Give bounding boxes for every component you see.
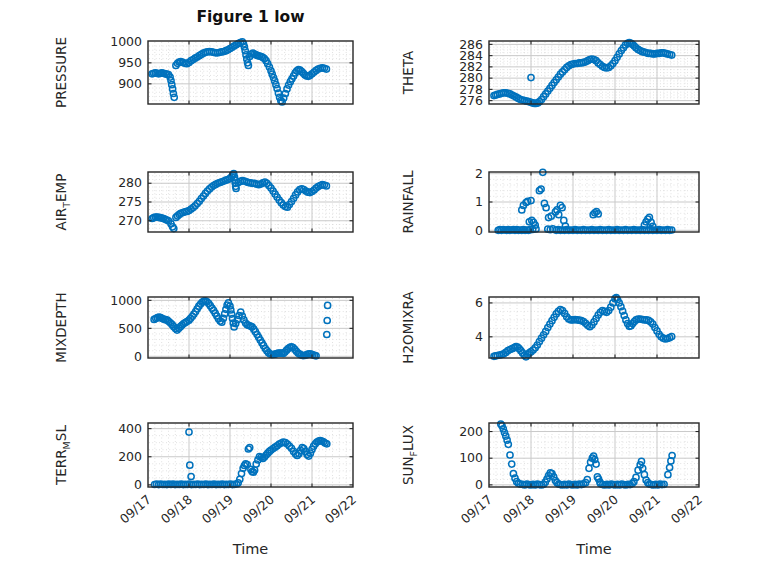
- subplot-pressure: 900 950 1000 PRESSURE: [53, 34, 353, 108]
- svg-text:SUNFLUX: SUNFLUX: [400, 425, 419, 485]
- svg-text:TERRMSL: TERRMSL: [53, 425, 72, 486]
- subplot-theta: 276278280282284286THETA: [400, 37, 699, 108]
- figure-canvas: 9009501000PRESSURE276278280282284286THET…: [0, 0, 778, 583]
- y-tick-label: 1: [475, 194, 483, 209]
- svg-text:H2OMIXRA: H2OMIXRA: [400, 291, 416, 364]
- y-tick-label: 0: [475, 477, 483, 492]
- svg-text:PRESSURE: PRESSURE: [53, 37, 69, 108]
- ylabel-mixdepth: MIXDEPTH: [53, 292, 69, 362]
- ylabel-pressure: PRESSURE: [53, 37, 69, 108]
- y-tick-label: 100: [459, 450, 483, 465]
- y-tick-label: 280: [118, 175, 142, 190]
- y-tick-label: 200: [118, 449, 142, 464]
- subplot-sun-flux: 0 100 200 09/1709/1809/1909/2009/2109/22 SUN…: [400, 421, 705, 526]
- ylabel-h2omixra: H2OMIXRA: [400, 291, 416, 364]
- svg-text:THETA: THETA: [400, 50, 416, 95]
- y-tick-label: 0: [134, 349, 142, 364]
- ylabel-theta: THETA: [400, 50, 416, 95]
- x-tick-label: 09/21: [626, 492, 663, 527]
- ylabel-terr-msl: TERRMSL: [53, 425, 72, 486]
- y-tick-label: 270: [118, 213, 142, 228]
- y-tick-label: 2: [475, 166, 483, 181]
- plots-svg: 9009501000PRESSURE276278280282284286THET…: [0, 0, 778, 583]
- x-tick-label: 09/18: [158, 492, 195, 527]
- ylabel-air-temp: AIRTEMP: [53, 174, 72, 231]
- y-tick-label: 286: [459, 37, 483, 52]
- x-tick-label: 09/22: [322, 492, 359, 527]
- subplot-air-temp: 270 275 280 AIRTEMP: [53, 170, 353, 232]
- y-tick-label: 275: [118, 194, 142, 209]
- y-tick-label: 6: [475, 295, 483, 310]
- ylabel-rainfall: RAINFALL: [400, 170, 416, 233]
- x-tick-label: 09/17: [458, 492, 495, 527]
- y-tick-label: 4: [475, 329, 483, 344]
- svg-text:MIXDEPTH: MIXDEPTH: [53, 292, 69, 362]
- xlabel-time-right: Time: [489, 541, 699, 557]
- subplot-mixdepth: 0 500 1000 MIXDEPTH: [53, 292, 353, 363]
- x-tick-label: 09/18: [500, 492, 537, 527]
- x-tick-label: 09/20: [240, 492, 277, 527]
- y-tick-label: 900: [118, 76, 142, 91]
- x-tick-label: 09/19: [542, 492, 579, 527]
- ylabel-sun-flux: SUNFLUX: [400, 425, 419, 485]
- y-tick-label: 1000: [110, 34, 142, 49]
- subplot-rainfall: 0 1 2 RAINFALL: [400, 166, 699, 238]
- svg-text:RAINFALL: RAINFALL: [400, 170, 416, 233]
- figure-title: Figure 1 low: [148, 8, 353, 26]
- y-tick-label: 200: [459, 424, 483, 439]
- xlabel-time-left: Time: [148, 541, 353, 557]
- x-tick-label: 09/17: [117, 492, 154, 527]
- y-tick-label: 500: [118, 321, 142, 336]
- x-tick-label: 09/19: [199, 492, 236, 527]
- y-tick-label: 0: [134, 477, 142, 492]
- x-tick-label: 09/22: [668, 492, 705, 527]
- svg-text:AIRTEMP: AIRTEMP: [53, 174, 72, 231]
- y-tick-label: 0: [475, 223, 483, 238]
- subplot-terr-msl: 0 200 400 09/1709/1809/1909/2009/2109/22 TER…: [53, 421, 359, 527]
- y-tick-label: 400: [118, 421, 142, 436]
- y-tick-label: 1000: [110, 293, 142, 308]
- subplot-h2omixra: 4 6 H2OMIXRA: [400, 291, 699, 364]
- x-tick-label: 09/20: [584, 492, 621, 527]
- y-tick-label: 950: [118, 55, 142, 70]
- x-tick-label: 09/21: [281, 492, 318, 527]
